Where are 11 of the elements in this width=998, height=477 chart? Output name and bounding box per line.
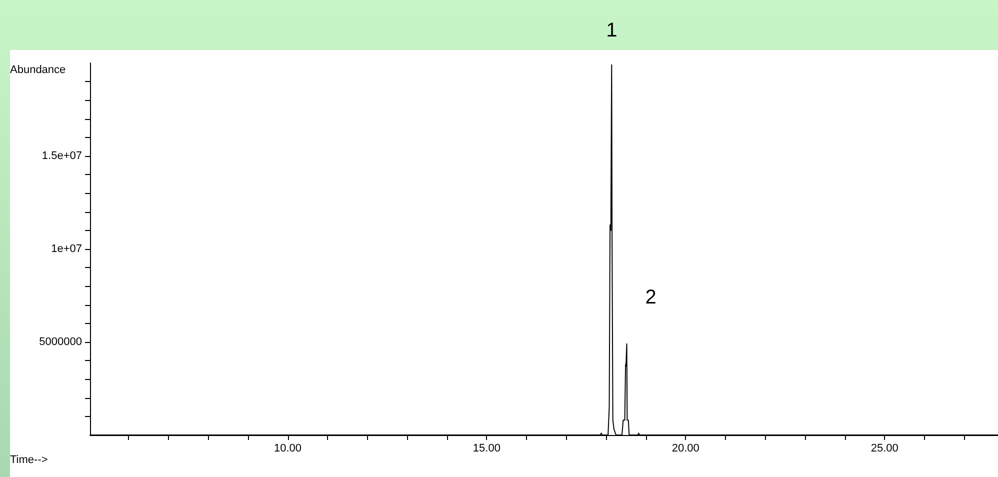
annotation: 1 [606, 19, 618, 42]
x-tick-label: 10.00 [274, 442, 302, 454]
annotation: 2 [645, 286, 656, 310]
x-axis-title: Time--> [10, 454, 48, 466]
y-tick-label: 5000000 [39, 336, 82, 348]
y-axis-title: Abundance [10, 64, 66, 76]
y-tick-label: 1.5e+07 [42, 150, 82, 162]
y-tick-label: 1e+07 [51, 243, 82, 255]
x-tick-label: 15.00 [472, 442, 500, 454]
x-tick-label: 20.00 [672, 442, 700, 454]
x-tick-label: 25.00 [870, 442, 898, 454]
